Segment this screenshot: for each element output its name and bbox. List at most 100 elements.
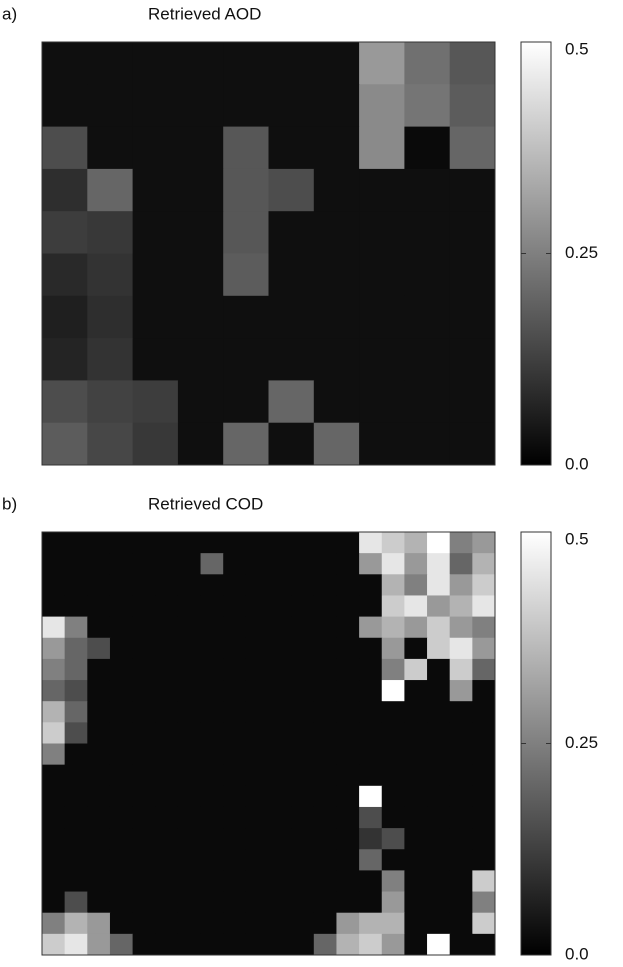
- heat-cell: [291, 891, 315, 914]
- heat-cell: [449, 42, 496, 85]
- heat-cell: [177, 338, 224, 381]
- heat-cell: [291, 701, 315, 723]
- heat-cell: [336, 680, 360, 702]
- heat-cell: [427, 764, 451, 787]
- heat-cell: [200, 574, 224, 596]
- heat-cell: [87, 295, 134, 339]
- heat-cell: [381, 828, 405, 850]
- heat-cell: [381, 933, 405, 956]
- heat-cell: [404, 806, 428, 829]
- heat-cell: [177, 295, 224, 339]
- heat-cell: [223, 126, 269, 170]
- heat-cell: [200, 722, 224, 744]
- heat-cell: [381, 616, 405, 639]
- heat-cell: [359, 126, 405, 170]
- heat-cell: [427, 828, 451, 850]
- heat-cell: [132, 338, 179, 381]
- heat-cell: [42, 553, 66, 575]
- heat-cell: [200, 891, 224, 914]
- heat-cell: [449, 701, 473, 723]
- heat-cell: [359, 574, 383, 596]
- heat-cell: [404, 849, 428, 871]
- heat-cell: [42, 616, 66, 639]
- heat-cell: [245, 891, 269, 914]
- heat-cell: [404, 828, 428, 850]
- heat-cell: [177, 253, 224, 297]
- heat-cell: [359, 42, 405, 85]
- heat-cell: [291, 806, 315, 829]
- heat-cell: [336, 870, 360, 893]
- heat-cell: [449, 532, 473, 554]
- heat-cell: [200, 743, 224, 766]
- heat-cell: [87, 743, 111, 766]
- heat-cell: [381, 532, 405, 554]
- heat-cell: [42, 295, 88, 339]
- heat-cell: [177, 126, 224, 170]
- heat-cell: [177, 422, 224, 466]
- heat-cell: [42, 637, 66, 660]
- heat-cell: [313, 828, 337, 850]
- heat-cell: [404, 253, 451, 297]
- heat-cell: [381, 553, 405, 575]
- heat-cell: [381, 637, 405, 660]
- heat-cell: [155, 785, 179, 808]
- heat-cell: [155, 933, 179, 956]
- heat-cell: [291, 722, 315, 744]
- heat-cell: [155, 870, 179, 893]
- heat-cell: [200, 870, 224, 893]
- heat-cell: [427, 891, 451, 914]
- heat-cell: [64, 553, 88, 575]
- heat-cell: [132, 680, 156, 702]
- heat-cell: [268, 616, 292, 639]
- heat-cell: [336, 595, 360, 618]
- colorbar-tick-label: 0.25: [565, 733, 598, 752]
- heat-cell: [245, 722, 269, 744]
- heat-cell: [381, 912, 405, 935]
- heat-cell: [313, 701, 337, 723]
- heat-cell: [336, 616, 360, 639]
- heat-cell: [404, 126, 451, 170]
- heat-cell: [109, 701, 134, 723]
- heat-cell: [336, 849, 360, 871]
- heat-cell: [336, 722, 360, 744]
- heat-cell: [87, 553, 111, 575]
- heat-cell: [313, 743, 337, 766]
- heat-cell: [177, 722, 202, 744]
- colorbar-tick-label: 0.5: [565, 529, 589, 548]
- heat-cell: [449, 743, 473, 766]
- heat-cell: [177, 42, 224, 85]
- heat-cell: [336, 658, 360, 681]
- heat-cell: [42, 785, 66, 808]
- heat-cell: [268, 553, 292, 575]
- heat-cell: [313, 422, 360, 466]
- heat-cell: [109, 933, 134, 956]
- heat-cell: [381, 870, 405, 893]
- heat-cell: [313, 338, 360, 381]
- heat-cell: [381, 574, 405, 596]
- heat-cell: [200, 637, 224, 660]
- heat-cell: [64, 785, 88, 808]
- heat-cell: [427, 532, 451, 554]
- heat-cell: [87, 849, 111, 871]
- heat-cell: [359, 253, 405, 297]
- heat-cell: [404, 42, 451, 85]
- heat-cell: [313, 658, 337, 681]
- heat-cell: [132, 933, 156, 956]
- heat-cell: [427, 933, 451, 956]
- heat-cell: [223, 295, 269, 339]
- heat-cell: [87, 574, 111, 596]
- heat-cell: [132, 743, 156, 766]
- heat-cell: [268, 637, 292, 660]
- heat-cell: [132, 806, 156, 829]
- heat-cell: [64, 532, 88, 554]
- heat-cell: [42, 380, 88, 424]
- heat-cell: [291, 764, 315, 787]
- heat-cell: [42, 933, 66, 956]
- heat-cell: [268, 42, 315, 85]
- heat-cell: [87, 380, 134, 424]
- heat-cell: [404, 338, 451, 381]
- heat-cell: [449, 422, 496, 466]
- heat-cell: [359, 658, 383, 681]
- heat-cell: [87, 785, 111, 808]
- heat-cell: [109, 743, 134, 766]
